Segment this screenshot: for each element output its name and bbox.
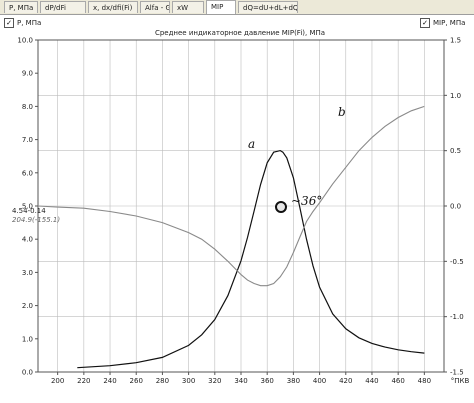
intersection-marker xyxy=(275,201,287,213)
x-axis-label: °ПКВ xyxy=(451,377,470,385)
tab-alfa-g[interactable]: Alfa - G xyxy=(140,1,170,13)
x-ticks: 200 220 240 260 280 300 320 340 360 380 400 420 440 4… xyxy=(51,372,431,385)
x-tick-label: 260 xyxy=(130,377,143,385)
left-readout: 4.54-0.14 xyxy=(12,207,46,215)
y-right-tick-label: 1.0 xyxy=(450,92,461,100)
x-tick-label: 300 xyxy=(182,377,195,385)
x-tick-label: 200 xyxy=(51,377,64,385)
y-left-tick-label: 2.0 xyxy=(22,302,33,310)
x-tick-label: 380 xyxy=(287,377,300,385)
right-y-ticks: -1.5 -1.0 -0.5 0.0 0.5 1.0 1.5 xyxy=(444,37,464,377)
x-tick-label: 360 xyxy=(261,377,274,385)
x-tick-label: 480 xyxy=(418,377,431,385)
y-right-tick-label: -1.5 xyxy=(450,369,464,377)
y-left-tick-label: 8.0 xyxy=(22,103,33,111)
x-tick-label: 440 xyxy=(365,377,378,385)
y-left-tick-label: 6.0 xyxy=(22,169,33,177)
y-left-tick-label: 1.0 xyxy=(22,335,33,343)
left-y-ticks: 0.0 1.0 2.0 3.0 4.0 5.0 6.0 7.0 8.0 9.0 10.0 xyxy=(17,37,38,377)
y-left-tick-label: 3.0 xyxy=(22,269,33,277)
chart-title: Среднее индикаторное давление MIP(Fi), М… xyxy=(155,29,325,37)
left-readout-sub: 204.9(-155.1) xyxy=(12,216,60,224)
x-tick-label: 400 xyxy=(313,377,326,385)
right-axis-toggle[interactable]: ✓ MIP, МПа xyxy=(420,17,465,29)
left-axis-toggle-label: P, МПа xyxy=(17,19,42,27)
x-tick-label: 220 xyxy=(77,377,90,385)
tab-xw[interactable]: xW xyxy=(172,1,204,13)
series-line-a xyxy=(77,149,425,369)
x-tick-label: 460 xyxy=(391,377,404,385)
tab-pressure[interactable]: P, МПа xyxy=(4,1,38,13)
left-axis-toggle[interactable]: ✓ P, МПа xyxy=(4,17,41,29)
series-line-b xyxy=(37,105,425,287)
series-group xyxy=(37,105,425,369)
y-left-tick-label: 7.0 xyxy=(22,136,33,144)
tab-mip[interactable]: MIP xyxy=(206,0,236,14)
y-left-tick-label: 5.0 xyxy=(22,203,33,211)
x-tick-label: 240 xyxy=(103,377,116,385)
angle-annotation: ~36° xyxy=(291,194,322,208)
right-axis-toggle-label: MIP, МПа xyxy=(433,19,466,27)
grid xyxy=(38,39,444,373)
x-tick-label: 340 xyxy=(234,377,247,385)
y-left-tick-label: 4.0 xyxy=(22,236,33,244)
tab-burn-rate[interactable]: x, dx/dfi(Fi) xyxy=(88,1,138,13)
x-tick-label: 280 xyxy=(156,377,169,385)
tab-dp-dfi[interactable]: dP/dFi xyxy=(40,1,86,13)
tab-heat-balance[interactable]: dQ=dU+dL+dQw xyxy=(238,1,298,13)
x-tick-label: 320 xyxy=(208,377,221,385)
y-right-tick-label: 1.5 xyxy=(450,37,461,45)
checkbox-icon[interactable]: ✓ xyxy=(4,18,14,28)
x-tick-label: 420 xyxy=(339,377,352,385)
y-left-tick-label: 10.0 xyxy=(17,37,33,45)
curve-a-label: a xyxy=(248,137,255,151)
tab-bar: P, МПа dP/dFi x, dx/dfi(Fi) Alfa - G xW … xyxy=(0,0,474,15)
y-right-tick-label: -0.5 xyxy=(450,258,464,266)
y-right-tick-label: 0.5 xyxy=(450,147,461,155)
checkbox-icon[interactable]: ✓ xyxy=(420,18,430,28)
y-right-tick-label: -1.0 xyxy=(450,313,464,321)
y-right-tick-label: 0.0 xyxy=(450,203,461,211)
y-left-tick-label: 9.0 xyxy=(22,70,33,78)
y-left-tick-label: 0.0 xyxy=(22,369,33,377)
curve-b-label: b xyxy=(338,105,346,119)
